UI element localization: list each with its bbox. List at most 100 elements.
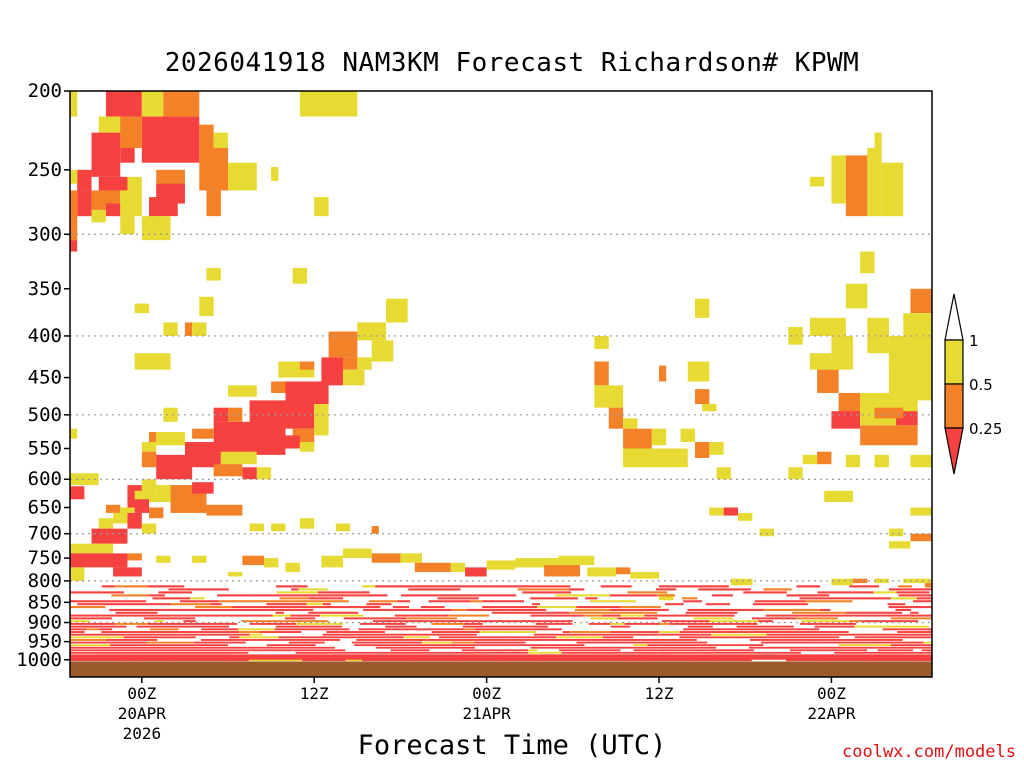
ri-region-r025_05 — [242, 555, 264, 566]
ri-boundary-cell — [275, 585, 308, 588]
ri-boundary-cell — [627, 591, 668, 594]
ri-boundary-cell — [191, 600, 206, 603]
ri-boundary-cell — [370, 641, 422, 644]
ri-boundary-cell — [305, 646, 335, 649]
legend-arrow-bottom — [944, 427, 964, 475]
ri-region-lt025 — [242, 467, 257, 480]
ri-region-r05_1 — [881, 162, 904, 217]
ri-region-lt025 — [91, 132, 121, 177]
ri-boundary-cell — [247, 646, 266, 649]
ri-boundary-cell — [316, 659, 346, 662]
ri-region-r025_05 — [271, 381, 286, 393]
ri-region-r05_1 — [888, 528, 904, 537]
ri-boundary-cell — [479, 644, 533, 647]
ri-region-r05_1 — [788, 327, 803, 345]
ri-boundary-cell — [758, 636, 784, 639]
ri-region-r05_1 — [299, 442, 315, 452]
ri-boundary-cell — [882, 628, 899, 631]
ri-boundary-cell — [241, 620, 284, 623]
ri-boundary-cell — [391, 628, 412, 631]
ri-boundary-cell — [356, 636, 404, 639]
ri-boundary-cell — [149, 646, 181, 649]
ri-boundary-cell — [842, 646, 880, 649]
ri-boundary-cell — [472, 636, 505, 639]
ri-region-r05_1 — [558, 555, 595, 566]
ri-boundary-cell — [592, 659, 631, 662]
ri-boundary-cell — [193, 641, 226, 644]
ri-boundary-cell — [101, 585, 115, 588]
ri-boundary-cell — [507, 608, 547, 611]
ri-boundary-cell — [146, 641, 194, 644]
ri-boundary-cell — [217, 594, 229, 597]
ri-boundary-cell — [462, 644, 480, 647]
ri-boundary-cell — [752, 603, 808, 606]
ri-boundary-cell — [144, 651, 167, 654]
ri-boundary-cell — [70, 614, 83, 617]
ri-boundary-cell — [205, 600, 219, 603]
ri-boundary-cell — [894, 625, 930, 628]
ri-boundary-cell — [70, 651, 78, 654]
ri-region-r05_1 — [292, 267, 308, 284]
credit-link[interactable]: coolwx.com/models — [842, 742, 1016, 762]
ri-boundary-cell — [890, 617, 932, 620]
ri-region-r05_1 — [98, 116, 128, 133]
ri-region-r025_05 — [299, 361, 315, 370]
ri-region-r05_1 — [910, 454, 932, 468]
ri-region-r05_1 — [70, 543, 114, 554]
ri-region-r05_1 — [450, 562, 466, 572]
ri-boundary-cell — [923, 641, 932, 644]
ri-region-lt025 — [77, 169, 92, 191]
ri-boundary-cell — [274, 628, 292, 631]
ri-boundary-cell — [428, 639, 476, 641]
ri-region-r025_05 — [206, 504, 243, 516]
ri-boundary-cell — [356, 639, 383, 641]
ri-boundary-cell — [86, 591, 124, 594]
ri-boundary-cell — [294, 636, 307, 639]
ri-region-r05_1 — [342, 369, 365, 386]
ri-boundary-cell — [266, 644, 316, 647]
ri-boundary-cell — [801, 620, 850, 623]
ri-region-r025_05 — [694, 442, 710, 458]
ri-boundary-cell — [164, 649, 192, 652]
ri-boundary-cell — [792, 611, 847, 614]
ri-region-r05_1 — [874, 132, 882, 148]
ri-boundary-cell — [610, 625, 631, 628]
ri-boundary-cell — [620, 614, 645, 617]
ri-boundary-cell — [451, 641, 475, 644]
ri-boundary-cell — [885, 639, 903, 641]
ri-region-r05_1 — [594, 385, 624, 408]
ri-boundary-cell — [612, 651, 623, 654]
ri-boundary-cell — [390, 633, 424, 636]
ri-boundary-cell — [191, 622, 238, 625]
ri-boundary-cell — [537, 606, 577, 609]
ri-boundary-cell — [431, 622, 464, 625]
ri-boundary-cell — [763, 646, 812, 649]
ri-boundary-cell — [562, 631, 571, 633]
ri-region-r05_1 — [386, 298, 408, 323]
ri-boundary-cell — [602, 633, 629, 636]
y-tick-label: 700 — [28, 523, 62, 545]
ri-boundary-cell — [610, 606, 621, 609]
ri-boundary-cell — [763, 588, 792, 591]
ri-region-r05_1 — [271, 167, 279, 181]
ri-region-r025_05 — [860, 425, 918, 446]
plot-area — [70, 91, 932, 677]
ri-boundary-cell — [736, 625, 781, 628]
ri-boundary-cell — [602, 614, 621, 617]
ri-boundary-cell — [377, 631, 385, 633]
ri-boundary-cell — [669, 622, 704, 625]
ri-boundary-cell — [805, 600, 853, 603]
ri-region-r05_1 — [113, 512, 128, 524]
ri-boundary-cell — [844, 639, 886, 641]
ri-boundary-cell — [225, 641, 238, 644]
ri-boundary-cell — [190, 597, 205, 600]
ri-boundary-cell — [853, 614, 903, 617]
ri-region-r05_1 — [141, 216, 171, 241]
ri-region-r05_1 — [630, 571, 660, 579]
ri-boundary-cell — [482, 606, 538, 609]
ri-region-r025_05 — [120, 116, 142, 148]
ri-region-r025_05 — [105, 504, 121, 513]
ri-boundary-cell — [381, 617, 407, 620]
ri-boundary-cell — [609, 594, 658, 597]
ri-region-lt025 — [213, 421, 286, 455]
